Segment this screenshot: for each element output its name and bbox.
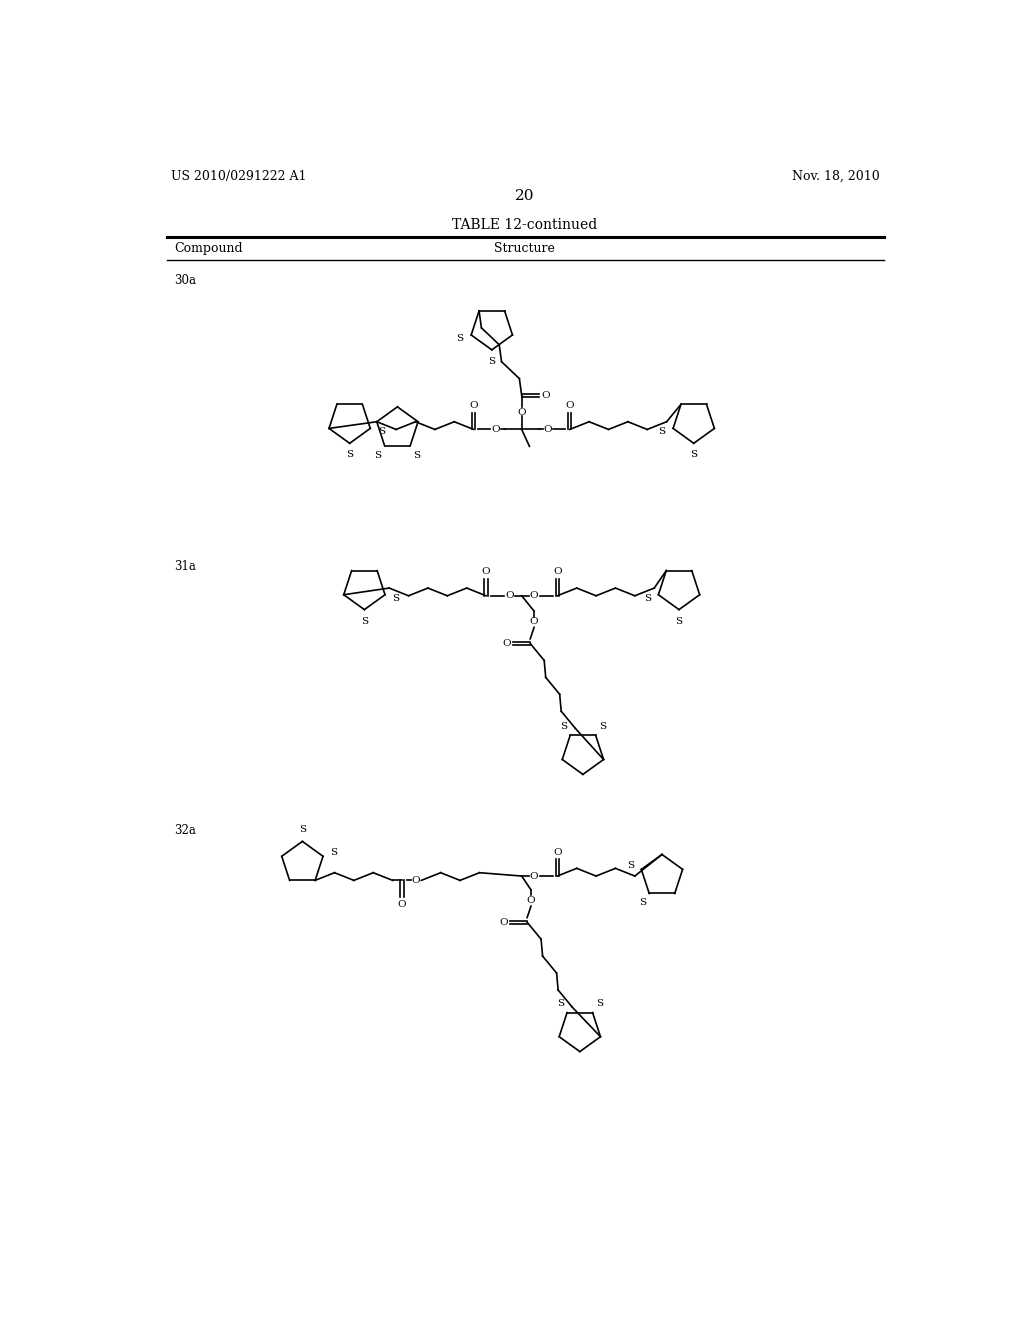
Text: O: O — [503, 639, 511, 648]
Text: S: S — [627, 862, 634, 870]
Text: S: S — [457, 334, 464, 343]
Text: 30a: 30a — [174, 275, 197, 286]
Text: O: O — [542, 391, 550, 400]
Text: S: S — [392, 594, 399, 603]
Text: O: O — [481, 568, 490, 577]
Text: O: O — [553, 847, 561, 857]
Text: O: O — [505, 591, 514, 601]
Text: S: S — [557, 999, 564, 1007]
Text: 20: 20 — [515, 189, 535, 203]
Text: O: O — [469, 401, 478, 411]
Text: S: S — [414, 450, 421, 459]
Text: 32a: 32a — [174, 825, 197, 837]
Text: 31a: 31a — [174, 561, 197, 573]
Text: S: S — [360, 616, 368, 626]
Text: S: S — [560, 722, 567, 730]
Text: S: S — [346, 450, 353, 459]
Text: S: S — [599, 722, 606, 730]
Text: O: O — [544, 425, 552, 434]
Text: O: O — [529, 618, 539, 627]
Text: S: S — [378, 428, 385, 437]
Text: Compound: Compound — [174, 242, 243, 255]
Text: S: S — [374, 450, 381, 459]
Text: Nov. 18, 2010: Nov. 18, 2010 — [792, 170, 880, 183]
Text: S: S — [488, 356, 496, 366]
Text: O: O — [517, 408, 526, 417]
Text: S: S — [658, 428, 666, 437]
Text: O: O — [500, 917, 508, 927]
Text: US 2010/0291222 A1: US 2010/0291222 A1 — [171, 170, 306, 183]
Text: Structure: Structure — [495, 242, 555, 255]
Text: O: O — [565, 401, 574, 411]
Text: S: S — [644, 594, 651, 603]
Text: S: S — [299, 825, 306, 834]
Text: S: S — [596, 999, 603, 1007]
Text: S: S — [639, 899, 646, 907]
Text: S: S — [331, 849, 338, 857]
Text: O: O — [492, 425, 500, 434]
Text: O: O — [529, 871, 539, 880]
Text: O: O — [397, 900, 407, 908]
Text: S: S — [676, 616, 683, 626]
Text: O: O — [412, 876, 420, 884]
Text: O: O — [526, 896, 536, 906]
Text: O: O — [553, 568, 561, 577]
Text: TABLE 12-continued: TABLE 12-continued — [453, 219, 597, 232]
Text: S: S — [690, 450, 697, 459]
Text: O: O — [529, 591, 539, 601]
